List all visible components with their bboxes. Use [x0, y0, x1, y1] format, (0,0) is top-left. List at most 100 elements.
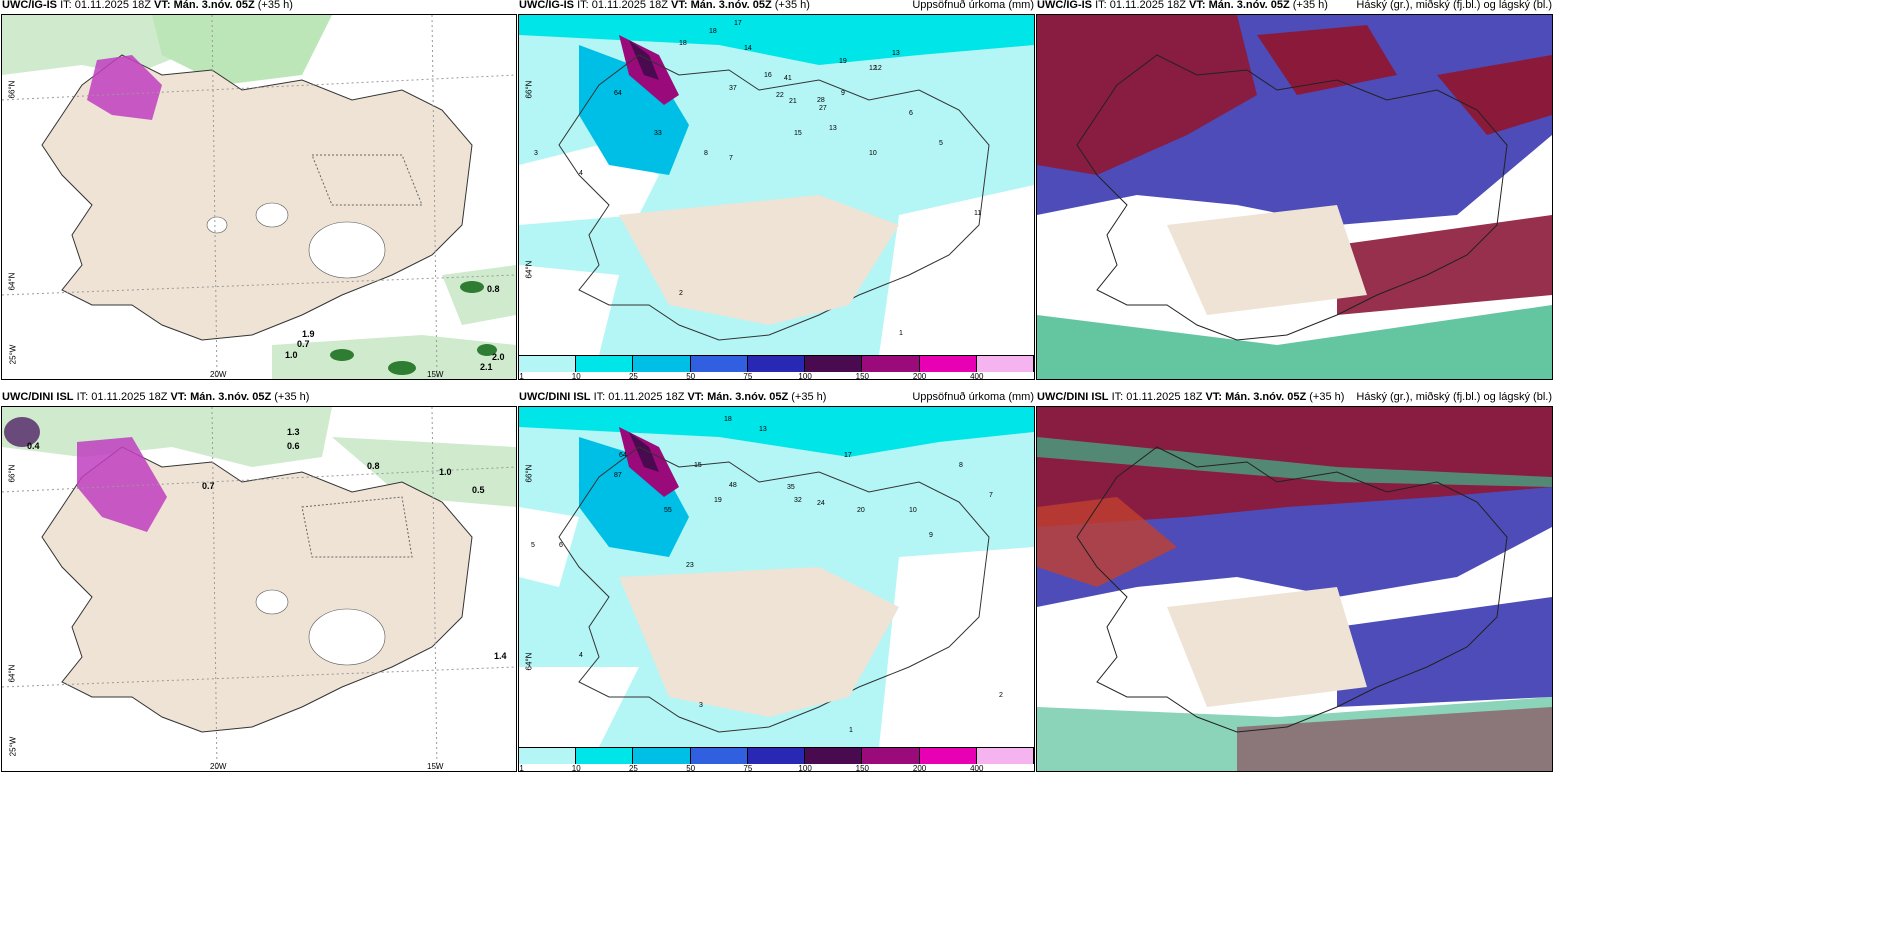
- svg-text:64: 64: [614, 90, 622, 97]
- precip-map: 18 13 15 23 17 64 87 55 19 48 35 32 24 2…: [519, 407, 1034, 747]
- svg-text:37: 37: [729, 85, 737, 92]
- svg-text:16: 16: [764, 72, 772, 79]
- legend-tick: 150: [855, 372, 870, 381]
- map-panel-cloud-bottom: UWC/DINI ISL IT: 01.11.2025 18Z VT: Mán.…: [1036, 391, 1553, 772]
- svg-text:18: 18: [724, 416, 732, 423]
- legend-swatch: [519, 356, 577, 372]
- svg-text:32: 32: [794, 497, 802, 504]
- svg-text:13: 13: [892, 50, 900, 57]
- svg-text:23: 23: [686, 562, 694, 569]
- panel-title: UWC/DINI ISL IT: 01.11.2025 18Z VT: Mán.…: [519, 391, 827, 403]
- panel-subtitle: Uppsöfnuð úrkoma (mm): [912, 391, 1034, 403]
- svg-text:5: 5: [531, 542, 535, 549]
- svg-text:33: 33: [654, 130, 662, 137]
- svg-text:10: 10: [869, 150, 877, 157]
- value-label: 0.5: [472, 485, 485, 495]
- value-label: 2.1: [480, 362, 493, 372]
- svg-text:28: 28: [817, 97, 825, 104]
- legend-tick: 200: [912, 764, 927, 773]
- legend-swatch: [919, 748, 977, 764]
- lon-label: 25°W: [8, 736, 18, 757]
- svg-text:4: 4: [579, 170, 583, 177]
- lat-label: 64°N: [7, 664, 17, 683]
- legend-swatch: [633, 356, 691, 372]
- svg-text:27: 27: [819, 105, 827, 112]
- panel-subtitle: Uppsöfnuð úrkoma (mm): [912, 0, 1034, 11]
- value-label: 0.7: [297, 339, 310, 349]
- legend-swatch: [690, 748, 748, 764]
- legend-swatch: [919, 356, 977, 372]
- svg-text:1: 1: [899, 330, 903, 337]
- panel-title: UWC/DINI ISL IT: 01.11.2025 18Z VT: Mán.…: [2, 391, 310, 403]
- legend-tick: 400: [970, 764, 984, 773]
- lon-label: 25°W: [8, 344, 18, 365]
- svg-text:20: 20: [857, 507, 865, 514]
- svg-text:64: 64: [619, 452, 627, 459]
- svg-text:24: 24: [817, 500, 825, 507]
- wind-map: 0.4 1.3 0.6 0.8 1.0 0.5 0.7 1.4: [2, 407, 516, 771]
- svg-text:4: 4: [579, 652, 583, 659]
- lat-label: 64°N: [7, 272, 17, 291]
- map-panel-wind-top: UWC/IG-IS IT: 01.11.2025 18Z VT: Mán. 3.…: [1, 0, 517, 380]
- svg-text:9: 9: [841, 90, 845, 97]
- legend-tick: 10: [571, 372, 581, 381]
- svg-text:7: 7: [989, 492, 993, 499]
- value-label: 0.4: [27, 441, 40, 451]
- value-label: 0.8: [367, 461, 380, 471]
- svg-text:19: 19: [714, 497, 722, 504]
- legend-tick: 200: [912, 372, 927, 381]
- svg-text:17: 17: [844, 452, 852, 459]
- svg-text:15: 15: [694, 462, 702, 469]
- panel-title: UWC/IG-IS IT: 01.11.2025 18Z VT: Mán. 3.…: [519, 0, 810, 11]
- cloud-map: [1037, 407, 1552, 771]
- svg-text:21: 21: [789, 98, 797, 105]
- map-panel-cloud-top: UWC/IG-IS IT: 01.11.2025 18Z VT: Mán. 3.…: [1036, 0, 1553, 380]
- svg-text:7: 7: [729, 155, 733, 162]
- value-label: 0.7: [202, 481, 215, 491]
- legend-swatch: [576, 356, 634, 372]
- panel-title: UWC/IG-IS IT: 01.11.2025 18Z VT: Mán. 3.…: [2, 0, 293, 11]
- panel-subtitle: Háský (gr.), miðský (fj.bl.) og lágský (…: [1356, 391, 1552, 403]
- svg-text:55: 55: [664, 507, 672, 514]
- legend-swatch: [576, 748, 634, 764]
- legend-tick: 10: [571, 764, 581, 773]
- legend-swatch: [976, 748, 1034, 764]
- svg-text:8: 8: [959, 462, 963, 469]
- svg-text:18: 18: [679, 40, 687, 47]
- legend-tick: 150: [855, 764, 870, 773]
- svg-text:13: 13: [759, 426, 767, 433]
- svg-text:2: 2: [679, 290, 683, 297]
- svg-text:12: 12: [874, 65, 882, 72]
- svg-text:15: 15: [794, 130, 802, 137]
- panel-title: UWC/DINI ISL IT: 01.11.2025 18Z VT: Mán.…: [1037, 391, 1345, 403]
- svg-text:2: 2: [999, 692, 1003, 699]
- lon-label: 15W: [427, 762, 444, 771]
- legend-tick: 100: [798, 372, 812, 381]
- svg-text:12: 12: [869, 65, 877, 72]
- value-label: 1.3: [287, 427, 300, 437]
- value-label: 1.4: [494, 651, 507, 661]
- value-label: 1.9: [302, 329, 315, 339]
- map-panel-precip-top: UWC/IG-IS IT: 01.11.2025 18Z VT: Mán. 3.…: [518, 0, 1035, 381]
- legend-swatch: [747, 748, 806, 764]
- svg-text:14: 14: [744, 45, 752, 52]
- svg-text:87: 87: [614, 472, 622, 479]
- cloud-map: [1037, 15, 1552, 379]
- value-label: 1.0: [439, 467, 452, 477]
- svg-text:5: 5: [939, 140, 943, 147]
- svg-text:1: 1: [849, 727, 853, 734]
- legend-tick: 25: [628, 372, 638, 381]
- lon-label: 20W: [210, 762, 227, 771]
- lon-label: 20W: [210, 370, 227, 379]
- svg-text:35: 35: [787, 484, 795, 491]
- svg-text:22: 22: [776, 92, 784, 99]
- value-label: 0.6: [287, 441, 300, 451]
- svg-text:17: 17: [734, 20, 742, 27]
- map-panel-wind-bottom: UWC/DINI ISL IT: 01.11.2025 18Z VT: Mán.…: [1, 391, 517, 772]
- panel-subtitle: Háský (gr.), miðský (fj.bl.) og lágský (…: [1356, 0, 1552, 11]
- legend-tick: 400: [970, 372, 984, 381]
- lat-label: 66°N: [524, 80, 534, 99]
- legend-tick: 100: [798, 764, 812, 773]
- lat-label: 66°N: [7, 80, 17, 99]
- legend-swatch: [976, 356, 1034, 372]
